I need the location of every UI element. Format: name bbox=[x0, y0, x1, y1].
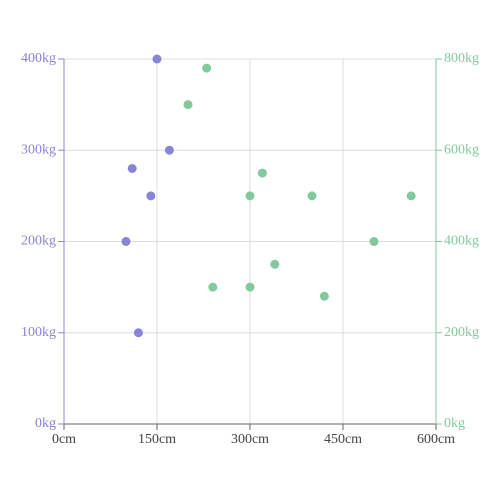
point bbox=[208, 282, 218, 292]
point bbox=[307, 191, 317, 201]
point bbox=[146, 191, 156, 201]
x-tick-label: 150cm bbox=[138, 432, 176, 447]
point bbox=[127, 164, 137, 173]
y-tick-label: 200kg bbox=[21, 234, 56, 249]
point bbox=[406, 191, 416, 201]
point bbox=[164, 145, 174, 155]
x-tick-label: 600cm bbox=[417, 432, 455, 447]
point bbox=[257, 168, 267, 178]
point bbox=[245, 282, 255, 292]
point bbox=[319, 291, 329, 301]
x-tick-label: 450cm bbox=[324, 432, 362, 447]
y2-tick-label: 600kg bbox=[444, 142, 479, 157]
point bbox=[270, 259, 280, 269]
y2-tick-label: 200kg bbox=[444, 325, 479, 340]
point bbox=[133, 328, 143, 338]
x-tick-label: 0cm bbox=[52, 432, 76, 447]
point bbox=[245, 191, 255, 201]
x-tick-label: 300cm bbox=[231, 432, 269, 447]
point bbox=[202, 63, 212, 73]
y2-tick-label: 400kg bbox=[444, 234, 479, 249]
point bbox=[121, 237, 131, 246]
y-tick-label: 0kg bbox=[35, 416, 56, 431]
point bbox=[152, 54, 162, 64]
y-tick-label: 300kg bbox=[21, 142, 56, 157]
point bbox=[183, 100, 193, 110]
point bbox=[369, 237, 379, 246]
y-tick-label: 100kg bbox=[21, 325, 56, 340]
y2-tick-label: 800kg bbox=[444, 51, 479, 66]
y-tick-label: 400kg bbox=[21, 51, 56, 66]
y2-tick-label: 0kg bbox=[444, 416, 465, 431]
